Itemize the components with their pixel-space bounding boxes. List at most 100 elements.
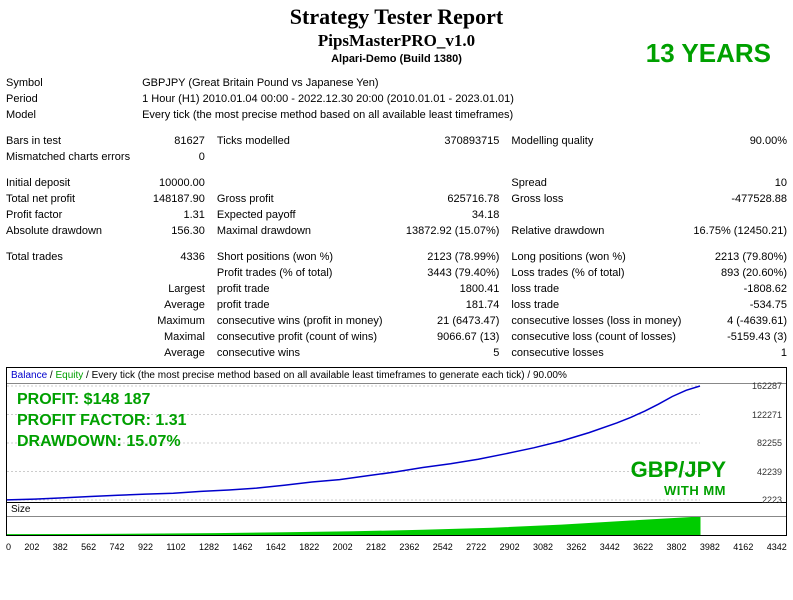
xtick: 3802	[667, 542, 687, 552]
ytick: 2223	[762, 495, 782, 505]
info-row: SymbolGBPJPY (Great Britain Pound vs Jap…	[0, 75, 793, 91]
cell: 10000.00	[136, 175, 211, 191]
cell: -477528.88	[687, 191, 793, 207]
data-row: Averageconsecutive wins5consecutive loss…	[0, 345, 793, 361]
data-row: Total trades4336Short positions (won %)2…	[0, 249, 793, 265]
cell: Maximal drawdown	[211, 223, 390, 239]
chart-equity-label: Equity	[55, 370, 83, 381]
chart-plot-area: PROFIT: $148 187PROFIT FACTOR: 1.31DRAWD…	[7, 384, 786, 502]
xtick: 3442	[600, 542, 620, 552]
cell: Total trades	[0, 249, 136, 265]
cell: 21 (6473.47)	[390, 313, 505, 329]
data-row: Profit factor1.31Expected payoff34.18	[0, 207, 793, 223]
cell	[211, 175, 390, 191]
xtick: 4162	[733, 542, 753, 552]
chart-balance-label: Balance	[11, 370, 47, 381]
cell: loss trade	[505, 281, 687, 297]
cell: Largest	[136, 281, 211, 297]
cell	[0, 329, 136, 345]
chart-header: Balance / Equity / Every tick (the most …	[7, 368, 786, 384]
cell: Maximum	[136, 313, 211, 329]
xtick: 2542	[433, 542, 453, 552]
cell: 9066.67 (13)	[390, 329, 505, 345]
cell: 34.18	[390, 207, 505, 223]
cell: Profit trades (% of total)	[211, 265, 390, 281]
cell: 13872.92 (15.07%)	[390, 223, 505, 239]
info-label: Model	[0, 107, 136, 123]
info-label: Symbol	[0, 75, 136, 91]
cell: -5159.43 (3)	[687, 329, 793, 345]
xtick: 3082	[533, 542, 553, 552]
size-header: Size	[7, 503, 786, 517]
ytick: 122271	[752, 410, 782, 420]
info-row: Period1 Hour (H1) 2010.01.04 00:00 - 202…	[0, 91, 793, 107]
pair-overlay: GBP/JPY WITH MM	[631, 457, 726, 498]
data-row: Maximumconsecutive wins (profit in money…	[0, 313, 793, 329]
xtick: 922	[138, 542, 153, 552]
xtick: 4342	[767, 542, 787, 552]
cell	[0, 265, 136, 281]
x-axis: 0202382562742922110212821462164218222002…	[6, 542, 787, 552]
cell: consecutive wins (profit in money)	[211, 313, 390, 329]
years-badge: 13 YEARS	[646, 38, 771, 69]
cell: 370893715	[390, 133, 505, 149]
equity-chart: Balance / Equity / Every tick (the most …	[6, 367, 787, 503]
info-value: 1 Hour (H1) 2010.01.04 00:00 - 2022.12.3…	[136, 91, 793, 107]
cell: Spread	[505, 175, 687, 191]
cell: 90.00%	[687, 133, 793, 149]
cell: consecutive losses (loss in money)	[505, 313, 687, 329]
size-chart: Size	[6, 503, 787, 536]
data-row: Largestprofit trade1800.41loss trade-180…	[0, 281, 793, 297]
cell: profit trade	[211, 281, 390, 297]
cell	[0, 281, 136, 297]
cell: Short positions (won %)	[211, 249, 390, 265]
cell: 1800.41	[390, 281, 505, 297]
profit-line: DRAWDOWN: 15.07%	[17, 432, 187, 453]
profit-line: PROFIT FACTOR: 1.31	[17, 411, 187, 432]
cell: 156.30	[136, 223, 211, 239]
cell: 625716.78	[390, 191, 505, 207]
cell: consecutive losses	[505, 345, 687, 361]
cell: 81627	[136, 133, 211, 149]
info-row: ModelEvery tick (the most precise method…	[0, 107, 793, 123]
info-label: Period	[0, 91, 136, 107]
cell: -534.75	[687, 297, 793, 313]
xtick: 0	[6, 542, 11, 552]
cell: Loss trades (% of total)	[505, 265, 687, 281]
cell: consecutive profit (count of wins)	[211, 329, 390, 345]
cell: Ticks modelled	[211, 133, 390, 149]
info-value: Every tick (the most precise method base…	[136, 107, 793, 123]
xtick: 1102	[166, 542, 185, 552]
cell: Bars in test	[0, 133, 136, 149]
cell: 16.75% (12450.21)	[687, 223, 793, 239]
cell	[0, 345, 136, 361]
cell: Relative drawdown	[505, 223, 687, 239]
cell: 893 (20.60%)	[687, 265, 793, 281]
data-row: Mismatched charts errors0	[0, 149, 793, 165]
xtick: 2902	[500, 542, 520, 552]
cell: Maximal	[136, 329, 211, 345]
data-row: Maximalconsecutive profit (count of wins…	[0, 329, 793, 345]
cell: profit trade	[211, 297, 390, 313]
xtick: 1282	[199, 542, 219, 552]
cell: Profit factor	[0, 207, 136, 223]
report-title: Strategy Tester Report	[0, 4, 793, 30]
cell: 5	[390, 345, 505, 361]
cell: Total net profit	[0, 191, 136, 207]
ytick: 82255	[757, 438, 782, 448]
chart-desc: Every tick (the most precise method base…	[92, 370, 567, 381]
mm-label: WITH MM	[631, 483, 726, 498]
cell: -1808.62	[687, 281, 793, 297]
xtick: 2722	[466, 542, 486, 552]
cell: 1.31	[136, 207, 211, 223]
cell: consecutive loss (count of losses)	[505, 329, 687, 345]
size-plot-area	[7, 517, 786, 535]
ytick: 42239	[757, 467, 782, 477]
pair-label: GBP/JPY	[631, 457, 726, 483]
cell	[0, 313, 136, 329]
cell: Average	[136, 345, 211, 361]
data-row: Absolute drawdown156.30Maximal drawdown1…	[0, 223, 793, 239]
ytick: 162287	[752, 381, 782, 391]
cell	[0, 297, 136, 313]
xtick: 3982	[700, 542, 720, 552]
